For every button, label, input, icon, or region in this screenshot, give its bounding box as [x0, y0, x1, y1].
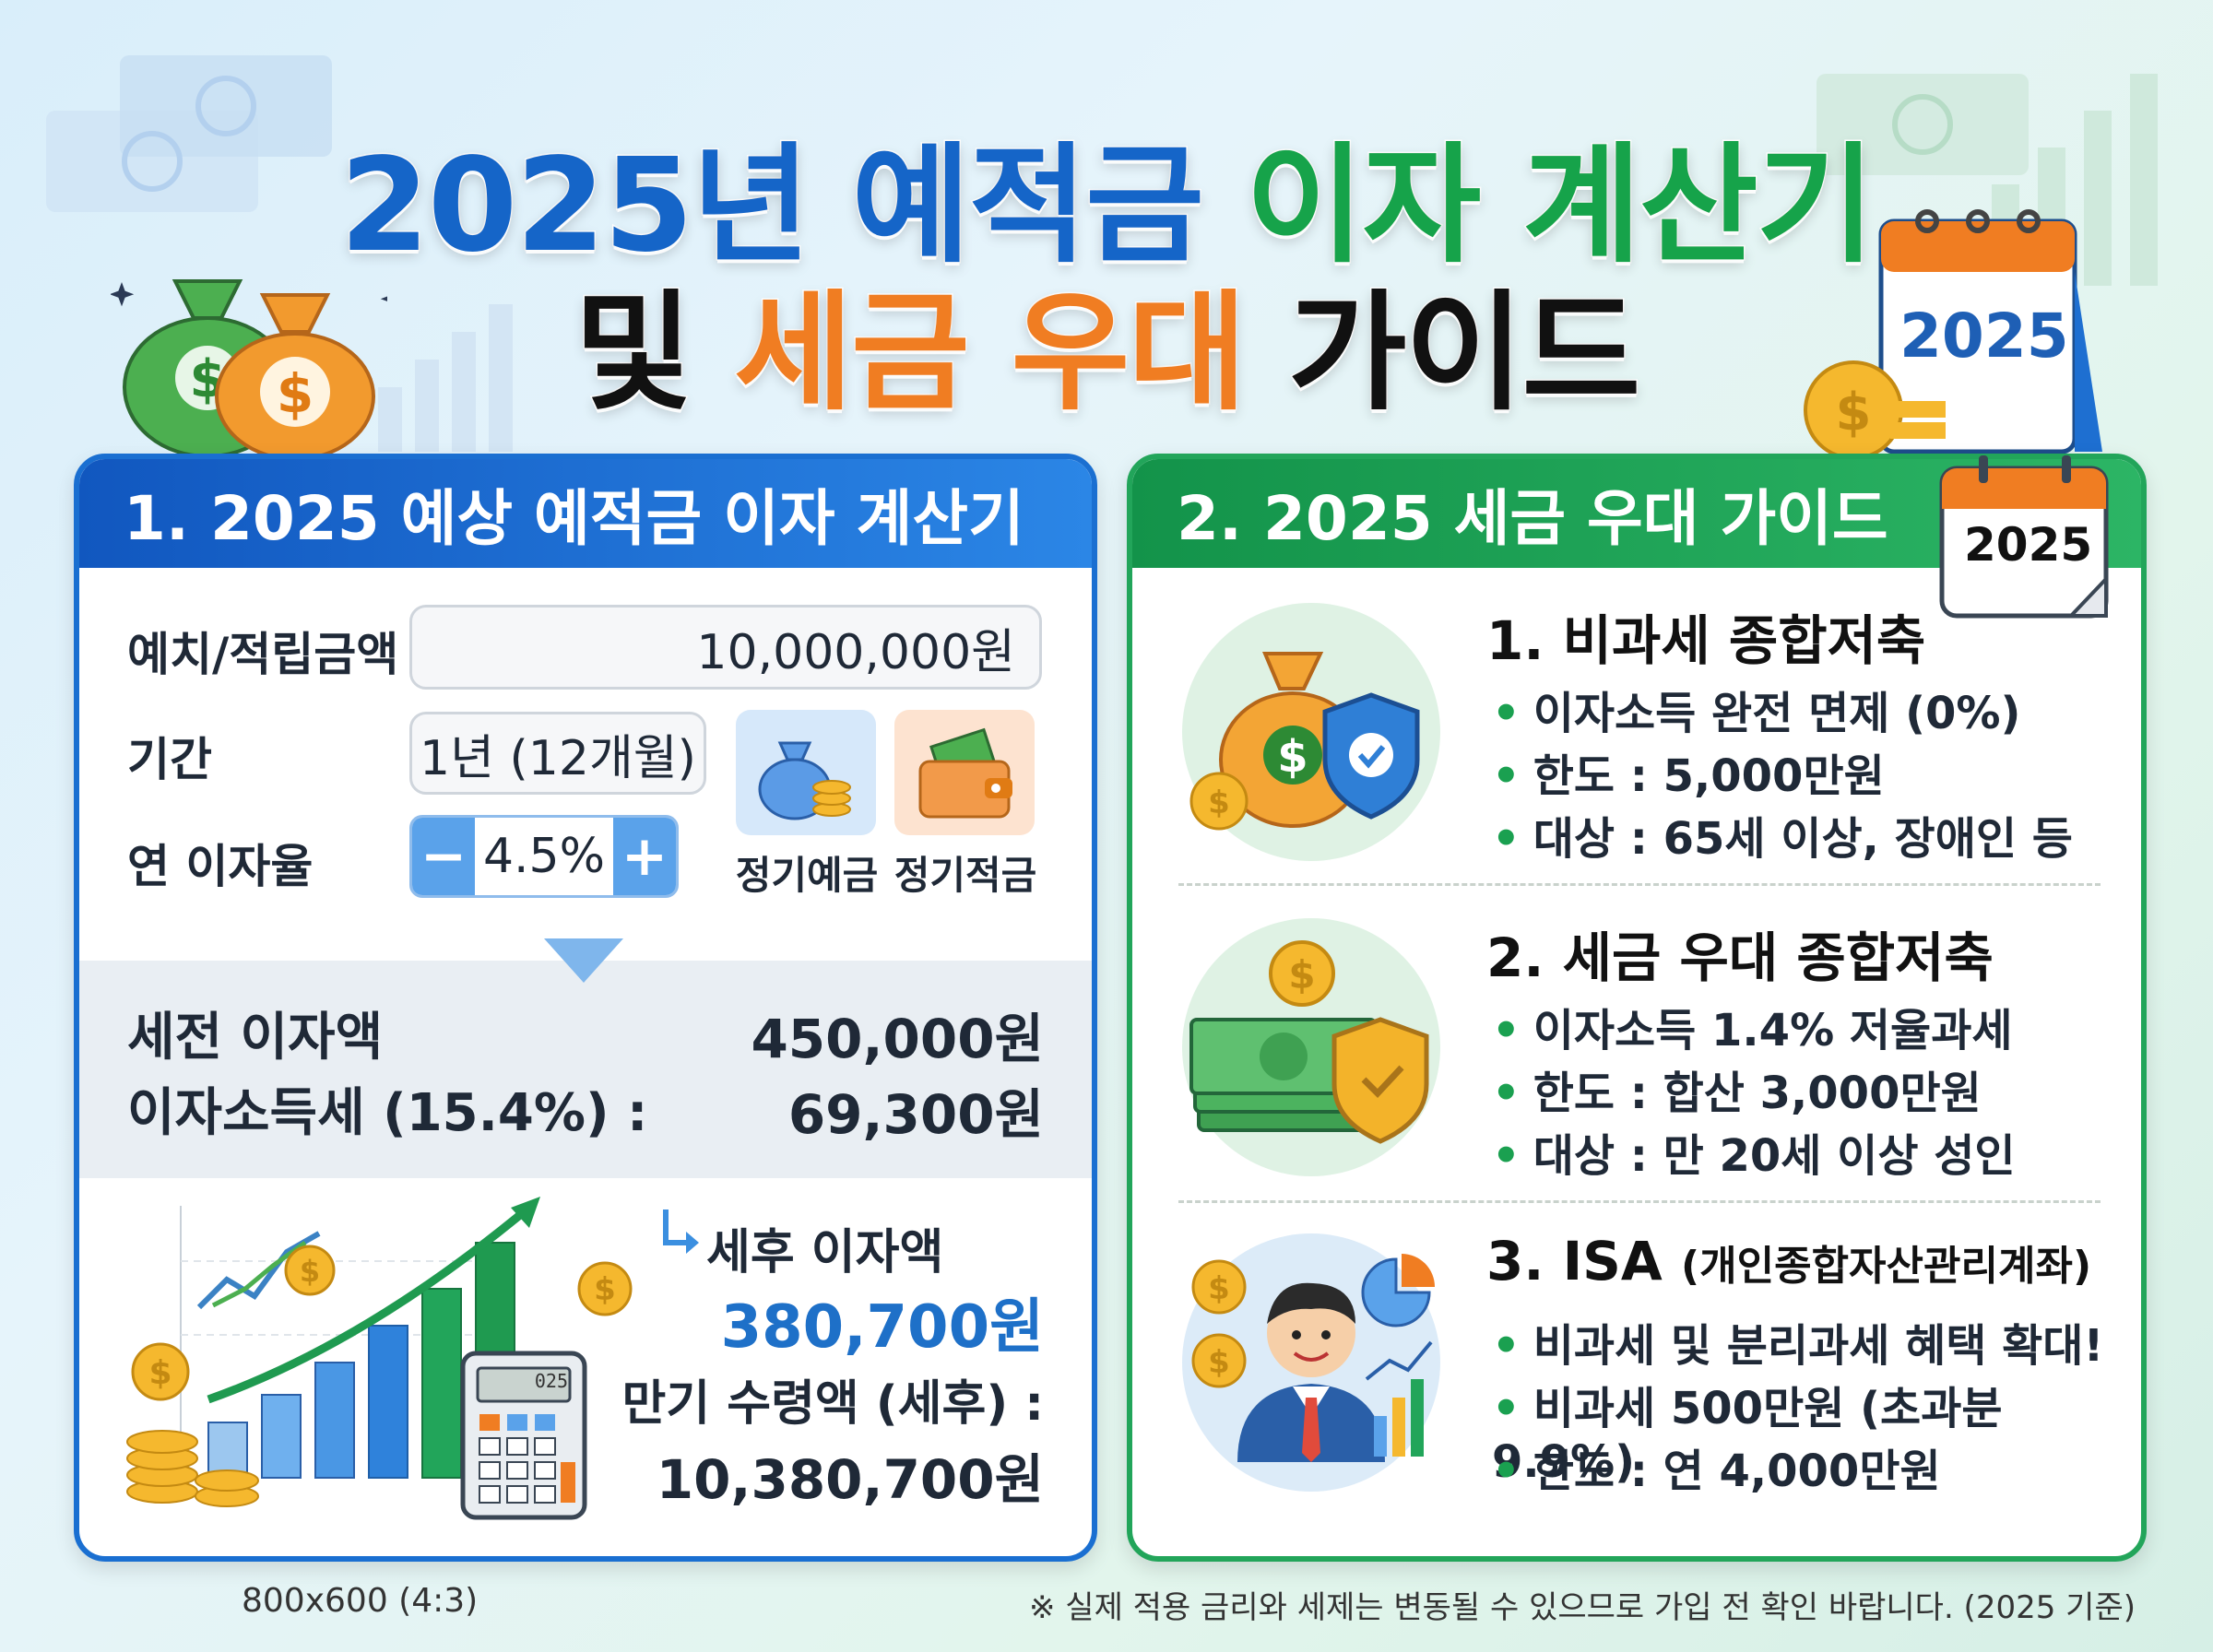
cash-shield-icon: $: [1189, 940, 1429, 1144]
arrow-turn-icon: [663, 1210, 699, 1254]
small-calendar-year: 2025: [1964, 518, 2093, 572]
svg-text:$: $: [1277, 731, 1308, 783]
title-year-deposit: 2025년 예적금: [338, 130, 1206, 283]
aftertax-value: 380,700원: [720, 1293, 1044, 1362]
tax-value: 69,300원: [787, 1083, 1044, 1146]
section3-bullet: • 비과세 및 분리과세 혜택 확대!: [1492, 1320, 2104, 1372]
calendar-icon: $: [1804, 209, 2102, 460]
svg-text:$: $: [300, 1254, 320, 1289]
period-select[interactable]: 1년 (12개월): [409, 712, 706, 795]
title-guide: 가이드: [1286, 277, 1641, 431]
section3-bullet: • 한도 : 연 4,000만원: [1492, 1446, 1941, 1497]
svg-text:$: $: [277, 362, 314, 425]
svg-text:$: $: [1208, 1270, 1230, 1307]
aftertax-label: 세후 이자액: [706, 1225, 944, 1280]
section1-bullet: • 이자소득 완전 면제 (0%): [1492, 688, 2021, 739]
section3-bullet: • 비과세 500만원 (초과분 9.9%): [1492, 1383, 2003, 1488]
disclaimer: ※ 실제 적용 금리와 세제는 변동될 수 있으므로 가입 전 확인 바랍니다.…: [1029, 1589, 2136, 1626]
svg-text:$: $: [1208, 1344, 1230, 1381]
title-and: 및: [573, 277, 694, 431]
svg-text:$: $: [148, 1354, 172, 1392]
section2-title: 2. 세금 우대 종합저축: [1486, 926, 1994, 989]
down-arrow-icon: [544, 938, 623, 983]
investor-person-icon: $ $: [1191, 1254, 1435, 1462]
rate-increase-button[interactable]: +: [613, 818, 676, 895]
size-note: 800x600 (4:3): [242, 1582, 479, 1620]
page-title-line1: 2025년 예적금 이자 계산기: [0, 101, 2213, 288]
section-divider: [1178, 883, 2101, 886]
title-calculator: 이자 계산기: [1244, 130, 1876, 283]
calculator-header: 1. 2025 예상 예적금 이자 계산기: [79, 459, 1092, 568]
rate-decrease-button[interactable]: −: [412, 818, 475, 895]
section-divider: [1178, 1200, 2101, 1203]
svg-text:$: $: [1288, 952, 1315, 997]
maturity-label: 만기 수령액 (세후) :: [621, 1376, 1044, 1432]
money-bag-icon: [758, 741, 851, 820]
calculator-display: 025: [534, 1370, 568, 1392]
background-money-icon: [46, 55, 332, 212]
maturity-value: 10,380,700원: [656, 1448, 1044, 1511]
title-tax-benefit: 세금 우대: [733, 277, 1249, 431]
tax-label: 이자소득세 (15.4%) :: [127, 1083, 648, 1143]
money-bags-icon: $ $: [111, 279, 387, 461]
deposit-type-label: 정기예금: [735, 853, 879, 898]
savings-type-tile[interactable]: [894, 710, 1035, 835]
rate-label: 연 이자율: [127, 840, 314, 893]
section1-bullet: • 대상 : 65세 이상, 장애인 등: [1492, 813, 2073, 865]
amount-value: 10,000,000원: [696, 624, 1015, 680]
page-title-line2: 및 세금 우대 가이드: [0, 249, 2213, 435]
section2-bullet: • 이자소득 1.4% 저율과세: [1492, 1005, 2013, 1056]
svg-text:$: $: [594, 1271, 616, 1308]
wallet-icon: [918, 727, 1012, 819]
calculator-panel: 1. 2025 예상 예적금 이자 계산기 예치/적립금액 10,000,000…: [74, 454, 1097, 1562]
calculator-icon: [460, 1351, 587, 1520]
calendar-year: 2025: [1899, 301, 2069, 372]
period-label: 기간: [127, 733, 212, 786]
deposit-type-tile[interactable]: [736, 710, 876, 835]
period-value: 1년 (12개월): [420, 730, 696, 786]
tax-guide-panel: 2. 2025 세금 우대 가이드 $ $ 1. 비과세 종합저축 • 이자소득 …: [1127, 454, 2147, 1562]
rate-stepper: − 4.5% +: [409, 815, 679, 898]
background-chart-icon: [378, 304, 513, 452]
section3-subtitle: (개인종합자산관리계좌): [1681, 1243, 2092, 1290]
svg-text:$: $: [1836, 383, 1872, 442]
amount-label: 예치/적립금액: [127, 628, 399, 681]
section2-bullet: • 한도 : 합산 3,000만원: [1492, 1068, 1982, 1119]
background-money-icon: [1817, 74, 2029, 175]
pretax-value: 450,000원: [751, 1008, 1044, 1070]
result-band: [79, 961, 1092, 1178]
rate-value[interactable]: 4.5%: [475, 818, 613, 895]
section3-title: 3. ISA (개인종합자산관리계좌): [1486, 1230, 2092, 1292]
small-calendar-icon: [1939, 455, 2109, 619]
amount-input[interactable]: 10,000,000원: [409, 605, 1042, 690]
section1-bullet: • 한도 : 5,000만원: [1492, 750, 1885, 802]
moneybag-shield-icon: $ $: [1189, 652, 1420, 831]
section1-title: 1. 비과세 종합저축: [1486, 609, 1926, 672]
section2-bullet: • 대상 : 만 20세 이상 성인: [1492, 1130, 2016, 1182]
svg-text:$: $: [1208, 785, 1230, 821]
pretax-label: 세전 이자액: [127, 1008, 384, 1068]
savings-type-label: 정기적금: [893, 853, 1037, 898]
